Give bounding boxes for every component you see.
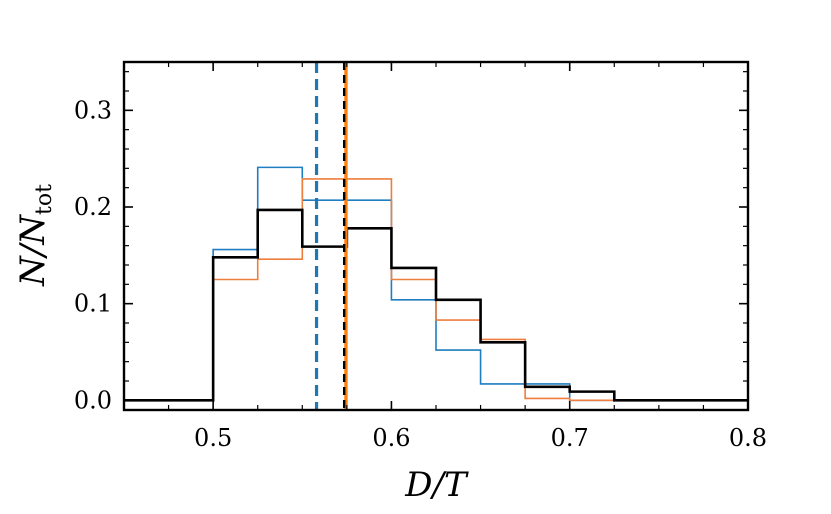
series-black-histogram xyxy=(124,208,748,402)
x-tick-label: 0.8 xyxy=(729,424,767,452)
x-tick-label: 0.6 xyxy=(372,424,410,452)
y-tick-label: 0.0 xyxy=(74,386,112,414)
y-axis-label-subscript: tot xyxy=(32,184,57,215)
y-tick-label: 0.2 xyxy=(74,193,112,221)
y-tick-label: 0.1 xyxy=(74,290,112,318)
x-axis-label: D/T xyxy=(404,465,469,505)
plot-content xyxy=(124,62,748,410)
plot-frame xyxy=(122,60,750,412)
y-tick-label: 0.3 xyxy=(74,96,112,124)
axis-ticks xyxy=(123,62,749,410)
x-tick-label: 0.5 xyxy=(194,424,232,452)
y-axis-label-main: N/N xyxy=(13,214,53,287)
series-orange-histogram xyxy=(124,178,748,402)
x-tick-label: 0.7 xyxy=(551,424,589,452)
x-tick-labels: 0.5 0.6 0.7 0.8 xyxy=(194,424,767,452)
y-tick-labels: 0.0 0.1 0.2 0.3 xyxy=(74,96,112,414)
y-axis-label: N/Ntot xyxy=(13,184,57,287)
